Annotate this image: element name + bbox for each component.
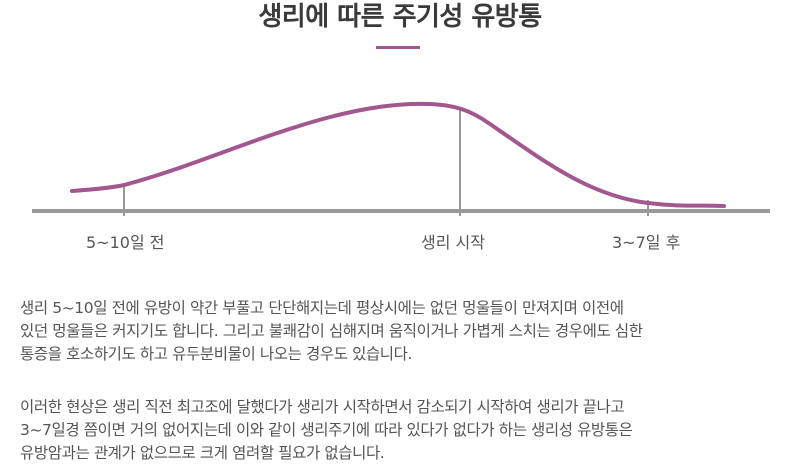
paragraph-line: 통증을 호소하기도 하고 유두분비물이 나오는 경우도 있습니다. [20,345,413,363]
marker-label-start: 생리 시작 [421,233,485,252]
pain-curve [70,101,726,208]
pain-cycle-diagram [32,101,770,216]
marker-label-after: 3~7일 후 [612,233,681,252]
diagram-title: 생리에 따른 주기성 유방통 [258,2,542,32]
paragraph-line: 유방암과는 관계가 없으므로 크게 염려할 필요가 없습니다. [20,444,385,462]
description-paragraph-2: 이러한 현상은 생리 직전 최고조에 달했다가 생리가 시작하면서 감소되기 시… [20,396,790,464]
paragraph-line: 있던 멍울들은 커지기도 합니다. 그리고 불쾌감이 심해지며 움직이거나 가볍… [20,322,643,340]
description-paragraph-1: 생리 5~10일 전에 유방이 약간 부풀고 단단해지는데 평상시에는 없던 멍… [20,297,790,366]
paragraph-line: 이러한 현상은 생리 직전 최고조에 달했다가 생리가 시작하면서 감소되기 시… [20,398,625,416]
paragraph-line: 3~7일경 쯤이면 거의 없어지는데 이와 같이 생리주기에 따라 있다가 없다… [20,421,633,439]
title-underline [376,46,420,49]
paragraph-line: 생리 5~10일 전에 유방이 약간 부풀고 단단해지는데 평상시에는 없던 멍… [20,299,624,317]
marker-label-before: 5~10일 전 [86,233,165,252]
